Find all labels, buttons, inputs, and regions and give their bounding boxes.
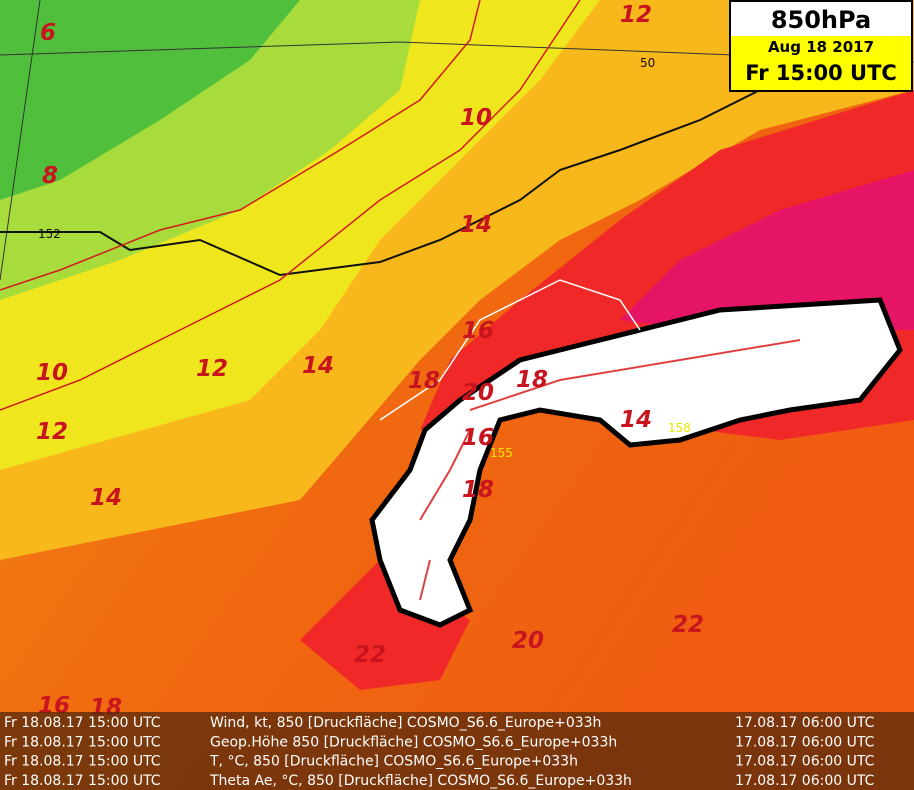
contour-label: 18 <box>462 477 494 503</box>
contour-label: 16 <box>462 318 494 344</box>
contour-label: 10 <box>460 105 492 131</box>
header-date: Aug 18 2017 <box>768 38 874 56</box>
contour-label: 14 <box>302 353 334 379</box>
geopotential-contour <box>0 89 761 277</box>
contour-label: 14 <box>460 212 492 238</box>
footer-text: Theta Ae, °C, 850 [Druckfläche] COSMO_S6… <box>209 773 632 789</box>
temperature-contour <box>0 0 481 291</box>
footer-text: Fr 18.08.17 15:00 UTC <box>4 773 161 789</box>
footer-panel <box>0 712 914 790</box>
footer-text: Fr 18.08.17 15:00 UTC <box>4 754 161 770</box>
contour-label: 10 <box>36 360 68 386</box>
contour-label: 14 <box>620 407 652 433</box>
footer-text: Wind, kt, 850 [Druckfläche] COSMO_S6.6_E… <box>210 715 601 731</box>
header-box-yellow <box>731 36 911 90</box>
footer-text: T, °C, 850 [Druckfläche] COSMO_S6.6_Euro… <box>209 754 578 770</box>
contour-label: 14 <box>90 485 122 511</box>
footer-text: Fr 18.08.17 15:00 UTC <box>4 715 161 731</box>
contour-label: 8 <box>42 163 58 189</box>
terrain-mask-alps <box>369 297 903 628</box>
height-label: 158 <box>668 421 691 435</box>
theta-area-magenta <box>620 170 914 330</box>
border-line <box>379 279 641 421</box>
footer-text: 17.08.17 06:00 UTC <box>735 715 875 731</box>
contour-label: 16 <box>462 425 494 451</box>
contour-label: 6 <box>40 20 56 46</box>
contour-label: 18 <box>516 367 548 393</box>
contour-label: 20 <box>512 628 544 654</box>
footer-text: 17.08.17 06:00 UTC <box>735 773 875 789</box>
header-time: Fr 15:00 UTC <box>745 61 897 85</box>
height-label: 152 <box>38 227 61 241</box>
footer-text: 17.08.17 06:00 UTC <box>735 754 875 770</box>
contour-label: 12 <box>620 2 652 28</box>
header-level: 850hPa <box>771 6 871 34</box>
footer-text: 17.08.17 06:00 UTC <box>735 734 875 750</box>
footer-text: Fr 18.08.17 15:00 UTC <box>4 734 161 750</box>
footer: Fr 18.08.17 15:00 UTC Wind, kt, 850 [Druc… <box>4 715 875 789</box>
contour-label: 22 <box>672 612 704 638</box>
grid-line <box>0 0 41 281</box>
height-label: 50 <box>640 56 655 70</box>
contour-label: 22 <box>354 642 386 668</box>
contour-label: 20 <box>462 380 494 406</box>
contour-label: 18 <box>408 368 440 394</box>
height-label: 155 <box>490 446 513 460</box>
theta-area-green <box>0 0 300 200</box>
contour-label: 12 <box>196 356 228 382</box>
contour-label: 12 <box>36 419 68 445</box>
temperature-contour <box>0 0 581 411</box>
footer-text: Geop.Höhe 850 [Druckfläche] COSMO_S6.6_E… <box>210 734 617 750</box>
terrain-contours <box>419 339 801 601</box>
